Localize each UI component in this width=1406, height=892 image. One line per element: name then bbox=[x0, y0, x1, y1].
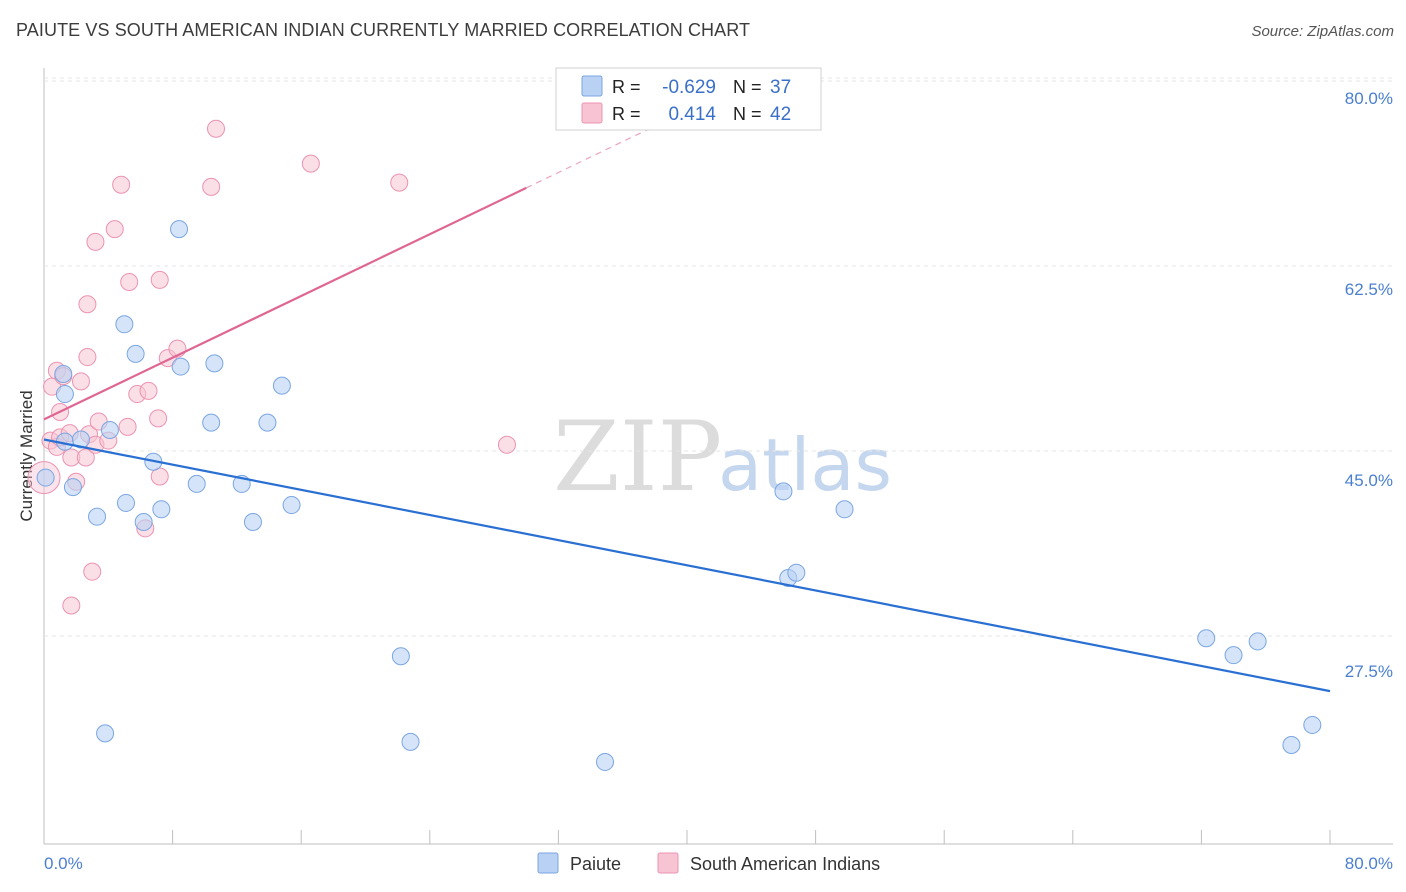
paiute-point bbox=[835, 500, 854, 519]
series-legend: Paiute South American Indians bbox=[537, 852, 880, 874]
sai-point bbox=[118, 417, 137, 436]
paiute-point bbox=[36, 468, 55, 487]
paiute-point bbox=[54, 364, 73, 383]
sai-point bbox=[390, 173, 409, 192]
sai-point bbox=[301, 154, 320, 173]
sai-point bbox=[83, 562, 102, 581]
legend-n-label-sai: N = bbox=[733, 104, 762, 124]
paiute-point bbox=[100, 421, 119, 439]
paiute-point bbox=[55, 385, 74, 404]
paiute-point bbox=[88, 507, 107, 526]
paiute-point bbox=[1303, 715, 1322, 734]
paiute-point bbox=[1224, 646, 1243, 665]
sai-trend-line bbox=[43, 186, 527, 421]
paiute-point bbox=[282, 496, 301, 515]
legend-n-value-sai: 42 bbox=[770, 104, 791, 125]
sai-point bbox=[62, 596, 81, 615]
y-tick-label-27-5: 27.5% bbox=[1345, 662, 1393, 681]
paiute-point bbox=[71, 430, 90, 449]
paiute-point bbox=[126, 344, 145, 363]
sai-point bbox=[497, 435, 516, 454]
paiute-point bbox=[258, 413, 277, 432]
paiute-point bbox=[1248, 632, 1267, 651]
bottom-legend-label-paiute: Paiute bbox=[570, 854, 621, 874]
paiute-point bbox=[391, 647, 410, 666]
sai-point bbox=[149, 409, 168, 428]
gridlines bbox=[44, 77, 1393, 637]
bottom-legend-swatch-sai bbox=[657, 852, 679, 874]
sai-point bbox=[71, 372, 90, 391]
sai-point bbox=[139, 381, 158, 400]
source-credit: Source: ZipAtlas.com bbox=[1251, 23, 1394, 40]
sai-point bbox=[120, 273, 139, 291]
paiute-point bbox=[1197, 629, 1216, 648]
legend-n-value-paiute: 37 bbox=[770, 77, 791, 98]
watermark-atlas: atlas bbox=[718, 423, 892, 507]
paiute-point bbox=[63, 478, 82, 497]
paiute-point bbox=[596, 752, 615, 771]
legend-swatch-paiute bbox=[581, 75, 603, 97]
paiute-point bbox=[774, 482, 793, 501]
legend-n-label-paiute: N = bbox=[733, 77, 762, 97]
x-tick-label-80: 80.0% bbox=[1345, 854, 1393, 873]
sai-point bbox=[78, 295, 97, 314]
legend-r-value-paiute: -0.629 bbox=[662, 77, 716, 98]
sai-point bbox=[207, 119, 226, 138]
paiute-point bbox=[401, 732, 420, 751]
paiute-point bbox=[205, 354, 224, 373]
watermark-zip: ZIP bbox=[553, 401, 722, 513]
paiute-point bbox=[187, 474, 206, 493]
sai-point bbox=[86, 232, 105, 251]
paiute-trend-line bbox=[43, 438, 1331, 693]
legend-swatch-sai bbox=[581, 102, 603, 124]
x-tick-label-0: 0.0% bbox=[44, 854, 83, 873]
sai-point bbox=[78, 348, 97, 367]
paiute-point bbox=[134, 512, 153, 531]
paiute-point bbox=[243, 512, 262, 531]
sai-point bbox=[76, 448, 95, 467]
correlation-legend: R = -0.629 N = 37 R = 0.414 N = 42 bbox=[555, 67, 822, 131]
sai-point bbox=[202, 177, 221, 196]
legend-r-label-paiute: R = bbox=[612, 77, 641, 97]
y-axis-label: Currently Married bbox=[17, 390, 36, 521]
sai-point bbox=[112, 175, 131, 194]
paiute-point bbox=[115, 315, 134, 334]
x-ticks bbox=[43, 830, 1331, 844]
legend-r-value-sai: 0.414 bbox=[668, 104, 716, 125]
chart-title: PAIUTE VS SOUTH AMERICAN INDIAN CURRENTL… bbox=[16, 20, 751, 40]
bottom-legend-swatch-paiute bbox=[537, 852, 559, 874]
bottom-legend-label-sai: South American Indians bbox=[690, 854, 880, 874]
paiute-point bbox=[96, 724, 115, 743]
paiute-point bbox=[116, 493, 135, 512]
paiute-point bbox=[152, 500, 171, 519]
paiute-point bbox=[787, 563, 806, 582]
sai-point bbox=[150, 467, 169, 486]
y-tick-label-45: 45.0% bbox=[1345, 471, 1393, 490]
sai-point bbox=[150, 270, 169, 289]
y-tick-label-62-5: 62.5% bbox=[1345, 280, 1393, 299]
paiute-point bbox=[272, 376, 291, 395]
paiute-point bbox=[202, 413, 221, 432]
sai-point bbox=[105, 220, 124, 239]
y-tick-label-80: 80.0% bbox=[1345, 89, 1393, 108]
paiute-point bbox=[170, 220, 189, 239]
paiute-point bbox=[171, 357, 190, 376]
legend-r-label-sai: R = bbox=[612, 104, 641, 124]
paiute-point bbox=[1282, 736, 1301, 755]
